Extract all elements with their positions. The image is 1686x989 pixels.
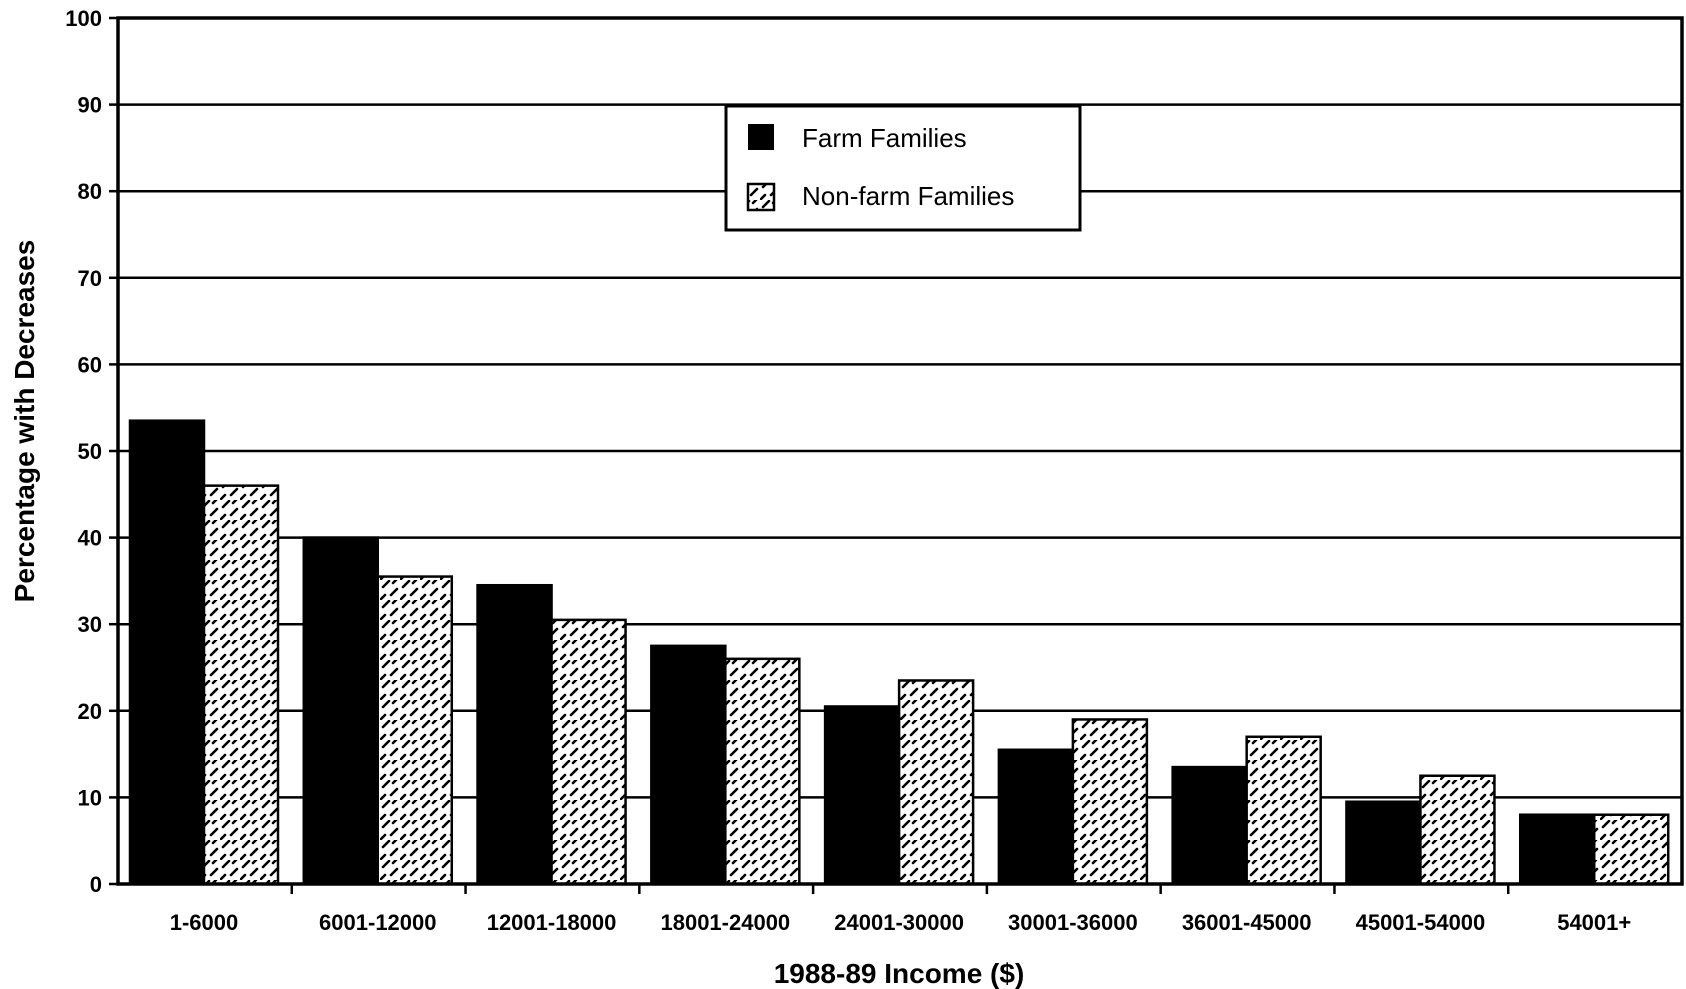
bar-farm-5 <box>997 748 1075 886</box>
x-tick-label: 36001-45000 <box>1182 910 1312 935</box>
bar-nonfarm-5 <box>1071 718 1149 886</box>
legend-label-farm: Farm Families <box>802 123 967 153</box>
y-tick-label: 60 <box>78 352 102 377</box>
y-tick-label: 20 <box>78 699 102 724</box>
x-tick-label: 6001-12000 <box>319 910 436 935</box>
y-tick-label: 70 <box>78 266 102 291</box>
bar-nonfarm-0 <box>202 484 280 886</box>
bar-nonfarm-2 <box>550 618 627 886</box>
y-tick-label: 30 <box>78 612 102 637</box>
bar-nonfarm-3 <box>724 657 801 886</box>
x-tick-label: 18001-24000 <box>660 910 790 935</box>
y-tick-label: 80 <box>78 179 102 204</box>
bars-group <box>128 419 1670 886</box>
bar-nonfarm-6 <box>1245 735 1322 886</box>
y-tick-label: 0 <box>90 872 102 897</box>
bar-farm-1 <box>302 536 380 886</box>
bar-nonfarm-4 <box>897 679 975 886</box>
y-axis-ticks: 0 10 20 30 40 50 60 70 80 90 100 <box>65 6 118 897</box>
x-tick-label: 45001-54000 <box>1356 910 1486 935</box>
bar-farm-8 <box>1518 813 1596 886</box>
x-tick-label: 54001+ <box>1557 910 1631 935</box>
bar-farm-0 <box>128 419 206 886</box>
bar-farm-4 <box>823 705 901 886</box>
bar-farm-2 <box>476 583 553 886</box>
legend-label-nonfarm: Non-farm Families <box>802 181 1014 211</box>
bar-farm-3 <box>650 644 727 886</box>
bar-farm-6 <box>1171 765 1248 886</box>
x-tick-label: 30001-36000 <box>1008 910 1138 935</box>
y-axis-title: Percentage with Decreases <box>9 240 40 603</box>
x-axis-title: 1988-89 Income ($) <box>774 958 1025 989</box>
legend-swatch-nonfarm <box>746 182 776 212</box>
y-tick-label: 10 <box>78 785 102 810</box>
x-axis-ticks: 1-6000 6001-12000 12001-18000 18001-24000 24… <box>170 884 1631 935</box>
x-tick-label: 12001-18000 <box>487 910 617 935</box>
x-tick-label: 1-6000 <box>170 910 239 935</box>
bar-nonfarm-1 <box>376 575 454 886</box>
y-tick-label: 40 <box>78 526 102 551</box>
y-tick-label: 50 <box>78 439 102 464</box>
y-tick-label: 100 <box>65 6 102 31</box>
legend-box <box>724 104 1082 232</box>
legend: Farm Families Non-farm Families <box>724 104 1082 232</box>
bar-nonfarm-8 <box>1592 813 1670 886</box>
bar-farm-7 <box>1345 800 1422 886</box>
x-tick-label: 24001-30000 <box>834 910 964 935</box>
bar-nonfarm-7 <box>1419 774 1496 886</box>
legend-swatch-farm <box>748 124 774 150</box>
y-tick-label: 90 <box>78 93 102 118</box>
